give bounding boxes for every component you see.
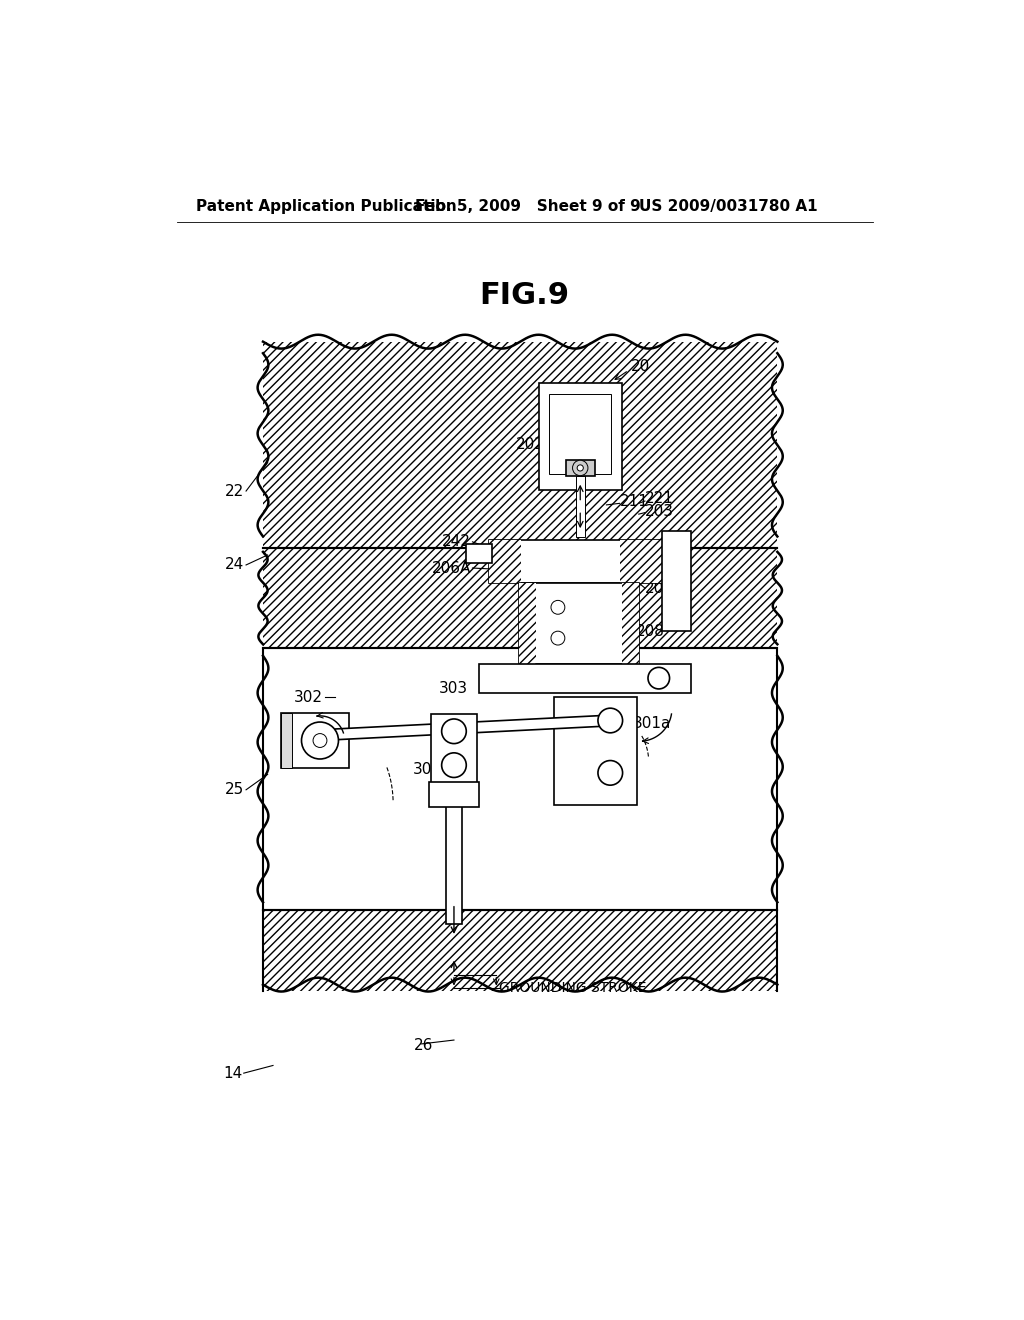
- Bar: [488, 540, 521, 582]
- Circle shape: [572, 461, 588, 475]
- Bar: [263, 548, 777, 648]
- Text: 25: 25: [225, 783, 245, 797]
- Text: 301b: 301b: [413, 762, 452, 777]
- Polygon shape: [335, 715, 610, 739]
- Bar: [282, 713, 292, 768]
- Text: 14: 14: [223, 1065, 243, 1081]
- Text: 242: 242: [442, 535, 471, 549]
- Text: 211: 211: [621, 494, 649, 510]
- Bar: [662, 531, 691, 631]
- Circle shape: [301, 722, 339, 759]
- Text: 22: 22: [225, 483, 245, 499]
- Text: 301a: 301a: [633, 715, 671, 731]
- Bar: [539, 383, 622, 490]
- Bar: [575, 475, 585, 537]
- Circle shape: [648, 668, 670, 689]
- Bar: [466, 544, 493, 564]
- Bar: [263, 548, 777, 648]
- Text: Patent Application Publication: Patent Application Publication: [196, 198, 457, 214]
- Text: 26: 26: [414, 1038, 433, 1053]
- Bar: [662, 531, 691, 631]
- Bar: [431, 714, 477, 784]
- Bar: [620, 540, 662, 582]
- Bar: [479, 664, 691, 693]
- Text: 203: 203: [645, 503, 674, 519]
- Bar: [263, 909, 777, 991]
- Bar: [550, 395, 611, 474]
- Circle shape: [578, 465, 584, 471]
- Bar: [263, 909, 777, 991]
- Text: 303: 303: [438, 681, 468, 696]
- Text: 207: 207: [645, 581, 674, 595]
- Text: 206A: 206A: [431, 561, 471, 576]
- Bar: [466, 544, 493, 564]
- Bar: [622, 582, 639, 664]
- Bar: [282, 713, 349, 768]
- Bar: [429, 781, 478, 807]
- Circle shape: [441, 752, 466, 777]
- Text: Feb. 5, 2009   Sheet 9 of 9: Feb. 5, 2009 Sheet 9 of 9: [416, 198, 641, 214]
- Bar: [263, 648, 777, 909]
- Text: 24: 24: [225, 557, 245, 573]
- Text: 208: 208: [636, 623, 665, 639]
- Bar: [263, 342, 777, 548]
- Bar: [554, 697, 637, 805]
- Bar: [488, 540, 662, 582]
- Bar: [519, 582, 537, 664]
- Text: FIG.9: FIG.9: [479, 281, 570, 310]
- Bar: [539, 383, 622, 490]
- Text: 205: 205: [645, 557, 674, 573]
- Circle shape: [551, 601, 565, 614]
- Bar: [479, 664, 691, 693]
- Bar: [263, 342, 777, 548]
- Text: 202: 202: [515, 437, 545, 453]
- Circle shape: [551, 631, 565, 645]
- Text: 20: 20: [631, 359, 650, 374]
- Bar: [429, 781, 478, 807]
- Circle shape: [598, 708, 623, 733]
- Bar: [446, 784, 462, 924]
- Text: US 2009/0031780 A1: US 2009/0031780 A1: [639, 198, 817, 214]
- Text: 302: 302: [294, 690, 323, 705]
- Circle shape: [313, 734, 327, 747]
- Circle shape: [441, 719, 466, 743]
- Text: GROUNDING STROKE: GROUNDING STROKE: [499, 982, 646, 995]
- Bar: [519, 582, 639, 664]
- Text: 204: 204: [645, 545, 674, 560]
- Bar: [565, 461, 595, 475]
- Text: 221: 221: [645, 491, 674, 507]
- Circle shape: [598, 760, 623, 785]
